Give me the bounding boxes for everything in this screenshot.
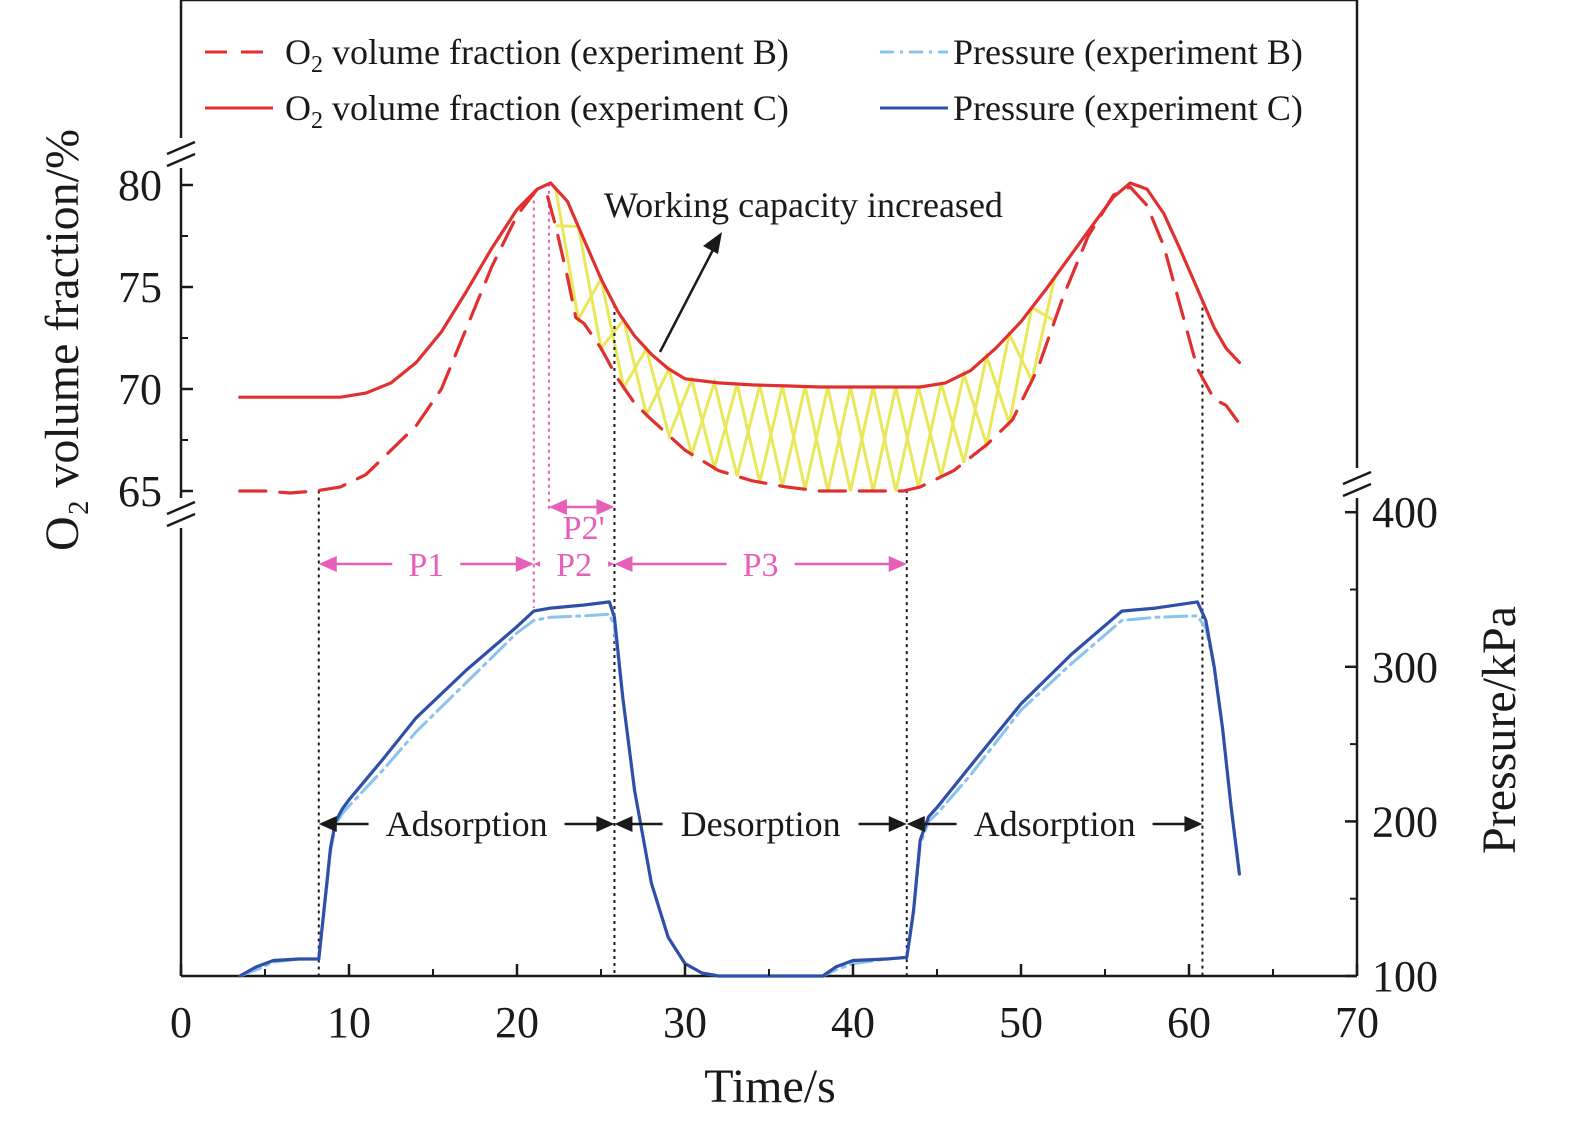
x-tick-label: 60 xyxy=(1167,998,1211,1047)
legend-label-subscript: 2 xyxy=(311,52,323,78)
left-tick-label: 75 xyxy=(118,263,162,312)
process-arrow-head-left xyxy=(614,816,633,832)
hatch-zigzag-b xyxy=(554,188,1057,492)
phase-label: P1 xyxy=(408,547,444,584)
process-arrow-head-right xyxy=(1184,816,1203,832)
axis-break-mark-1 xyxy=(166,152,196,168)
legend-label: Pressure (experiment C) xyxy=(953,88,1303,128)
left-tick-label: 65 xyxy=(118,467,162,516)
legend-label-main: Pressure (experiment C) xyxy=(953,88,1303,128)
phase-arrow-head-left xyxy=(548,499,567,515)
process-label: Adsorption xyxy=(974,804,1136,844)
phase-boundary-lines xyxy=(317,183,1204,976)
process-label: Adsorption xyxy=(386,804,548,844)
process-label-bg xyxy=(662,798,859,842)
phase-arrow-head-right xyxy=(596,499,615,515)
legend-label-main: O xyxy=(285,88,311,128)
process-arrow-head-left xyxy=(906,816,925,832)
annotation-arrow-head xyxy=(703,232,722,254)
annotation-arrow-shaft xyxy=(658,243,718,353)
x-tick-label: 20 xyxy=(495,998,539,1047)
x-tick-label: 50 xyxy=(999,998,1043,1047)
right-axis-title: Pressure/kPa xyxy=(1473,606,1526,854)
process-label: Desorption xyxy=(681,804,841,844)
x-tick-label: 70 xyxy=(1335,998,1379,1047)
phase-arrow-head-left xyxy=(318,556,337,572)
axis-break-mark-2 xyxy=(166,500,196,516)
right-tick-label: 300 xyxy=(1372,643,1438,692)
legend-label-rest: volume fraction (experiment C) xyxy=(323,88,789,128)
process-arrow-head-right xyxy=(888,816,907,832)
legend-label: O2 volume fraction (experiment C) xyxy=(285,88,789,134)
annotation-text: Working capacity increased xyxy=(604,185,1003,225)
legend-label-main: O xyxy=(285,32,311,72)
axes: 0 10 20 30 40 50 60 70 Time/s 65 70 75 80 O₂ volume f… xyxy=(36,129,1526,1113)
working-capacity-hatch xyxy=(554,188,1057,492)
phase-label: P3 xyxy=(743,547,779,584)
process-arrow-head-left xyxy=(318,816,337,832)
phase-arrow-head-right xyxy=(515,556,534,572)
phase-arrow-head-right xyxy=(888,556,907,572)
right-tick-label: 200 xyxy=(1372,797,1438,846)
left-axis-title: O₂ volume fraction/% xyxy=(36,129,89,551)
axis-break-mark-0 xyxy=(166,140,196,156)
x-tick-label: 40 xyxy=(831,998,875,1047)
axis-break-mark-3 xyxy=(166,512,196,528)
left-tick-label: 80 xyxy=(118,161,162,210)
left-tick-label: 70 xyxy=(118,365,162,414)
data-series xyxy=(238,181,1241,978)
process-label-bg xyxy=(368,798,565,842)
legend-label-rest: volume fraction (experiment B) xyxy=(323,32,789,72)
series-line-p_c xyxy=(238,600,1241,978)
legend-label-subscript: 2 xyxy=(311,108,323,134)
x-tick-label: 10 xyxy=(327,998,371,1047)
phase-label-bg xyxy=(540,548,609,582)
phase-label: P2 xyxy=(556,547,592,584)
x-tick-label: 30 xyxy=(663,998,707,1047)
process-label-bg xyxy=(956,798,1153,842)
right-tick-label: 100 xyxy=(1372,952,1438,1001)
phase-label-bg xyxy=(392,548,461,582)
phase-label-bg xyxy=(726,548,795,582)
legend-label-main: Pressure (experiment B) xyxy=(953,32,1303,72)
legend: O2 volume fraction (experiment B) Pressur… xyxy=(205,32,1303,134)
phase-arrow-head-left xyxy=(614,556,633,572)
x-tick-label: 0 xyxy=(170,998,192,1047)
x-axis-title: Time/s xyxy=(704,1060,836,1113)
series-line-p_b xyxy=(238,612,1241,978)
axis-break-mark-4 xyxy=(1342,470,1372,486)
series-line-o2_b xyxy=(238,185,1241,495)
process-arrow-head-right xyxy=(596,816,615,832)
axis-break-mark-5 xyxy=(1342,482,1372,498)
series-line-o2_c xyxy=(238,181,1241,399)
legend-label: O2 volume fraction (experiment B) xyxy=(285,32,789,78)
legend-label: Pressure (experiment B) xyxy=(953,32,1303,72)
right-tick-label: 400 xyxy=(1372,488,1438,537)
phase-label: P2' xyxy=(563,510,605,547)
